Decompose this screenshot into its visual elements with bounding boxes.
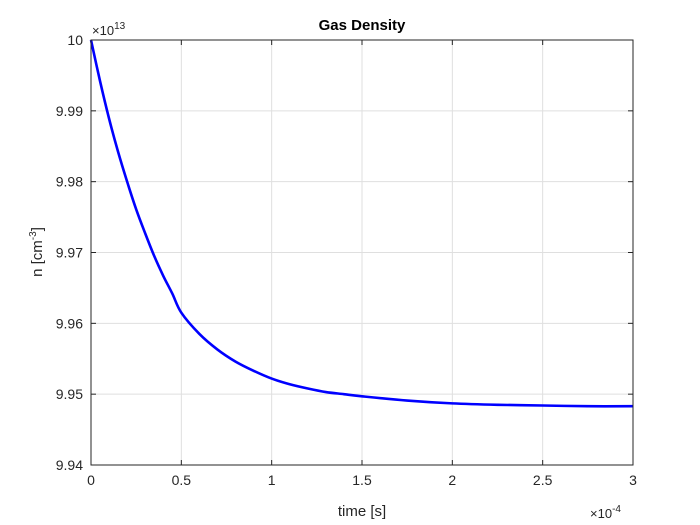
x-exponent-base: ×10 bbox=[590, 506, 612, 521]
x-tick-labels: 0 0.5 1 1.5 2 2.5 3 bbox=[87, 472, 637, 488]
y-tick-label: 9.94 bbox=[56, 457, 83, 473]
series-layer bbox=[89, 39, 634, 408]
y-tick-label: 9.96 bbox=[56, 315, 83, 331]
x-tick-label: 2.5 bbox=[533, 472, 553, 488]
y-tick-label: 9.97 bbox=[56, 245, 83, 261]
chart-title: Gas Density bbox=[319, 17, 406, 34]
x-tick-label: 2 bbox=[448, 472, 456, 488]
x-axis-exponent: ×10-4 bbox=[590, 504, 621, 521]
y-axis-exponent: ×1013 bbox=[92, 21, 126, 38]
y-axis-label: n [cm-3] bbox=[28, 227, 46, 277]
x-exponent-power: -4 bbox=[612, 504, 621, 515]
ticks bbox=[90, 39, 634, 466]
x-tick-label: 1 bbox=[268, 472, 276, 488]
y-tick-label: 9.98 bbox=[56, 174, 83, 190]
x-tick-label: 1.5 bbox=[352, 472, 372, 488]
y-axis-label-close: ] bbox=[29, 227, 46, 231]
x-tick-label: 3 bbox=[629, 472, 637, 488]
y-tick-label: 9.95 bbox=[56, 386, 83, 402]
y-exponent-base: ×10 bbox=[92, 23, 114, 38]
y-axis-label-base: n [cm bbox=[29, 240, 46, 277]
density-series-line bbox=[89, 39, 634, 408]
y-tick-labels: 9.94 9.95 9.96 9.97 9.98 9.99 10 bbox=[56, 32, 83, 473]
y-exponent-power: 13 bbox=[114, 21, 126, 32]
x-tick-label: 0 bbox=[87, 472, 95, 488]
x-tick-label: 0.5 bbox=[172, 472, 192, 488]
y-tick-label: 10 bbox=[67, 32, 83, 48]
y-tick-label: 9.99 bbox=[56, 103, 83, 119]
x-axis-label: time [s] bbox=[338, 503, 386, 520]
y-axis-label-superscript: -3 bbox=[28, 231, 39, 240]
